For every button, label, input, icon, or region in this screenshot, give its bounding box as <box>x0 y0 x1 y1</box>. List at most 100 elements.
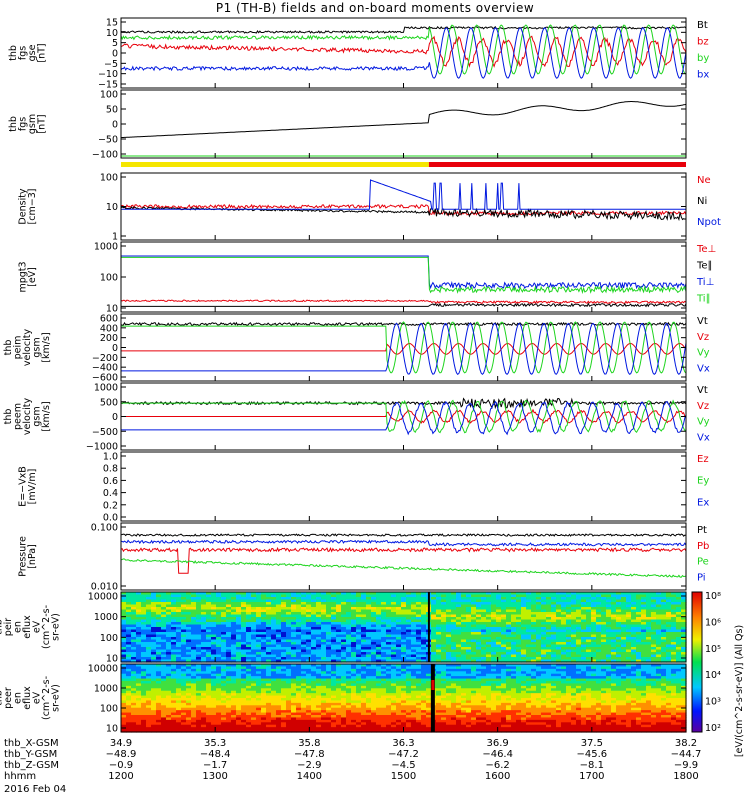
footer-value: −4.5 <box>391 760 416 771</box>
y-axis-label: gsm <box>27 114 38 134</box>
legend-by: by <box>697 53 709 64</box>
y-axis-label: [km/s] <box>41 401 52 431</box>
footer-value: 38.2 <box>674 738 698 749</box>
y-tick-label: 500 <box>100 397 118 408</box>
y-axis-label: (cm^2-s- <box>41 676 52 720</box>
footer-value: −46.4 <box>482 749 513 760</box>
y-axis-label: en <box>13 621 24 633</box>
series-line-by <box>120 24 687 75</box>
y-tick-label: 600 <box>100 314 118 325</box>
panel-peir: 10000 1000 100 10 thbpeirenefluxeV(cm^2-s-sr… <box>0 591 687 665</box>
legend-Ni: Ni <box>697 196 707 207</box>
y-axis-label: Pressure <box>17 536 28 577</box>
y-axis-label: thb <box>8 116 19 132</box>
footer-row-label: thb_Y-GSM <box>4 749 58 760</box>
y-axis-label: sr-eV) <box>51 613 62 641</box>
legend-Vt: Vt <box>697 385 708 396</box>
colorbar-tick-label: 10³ <box>705 697 721 708</box>
y-tick-label: 10 <box>106 28 118 39</box>
y-axis-label: [nPa] <box>27 544 38 569</box>
panel-efield: 1.00.80.60.40.2 0.0 E=−VxB[mV/m] Ez Ey Ex <box>17 451 709 524</box>
y-tick-label: 200 <box>100 333 118 344</box>
legend-Vz: Vz <box>697 401 709 412</box>
y-axis-label: [km/s] <box>41 332 52 362</box>
colorbar <box>691 591 703 733</box>
panel-peer: 10000 1000 100 10 thbpeerenefluxeV(cm^2-s-sr… <box>0 663 687 735</box>
y-axis-label: peir <box>3 618 14 637</box>
y-tick-label: 1000 <box>94 383 118 394</box>
y-axis-label: eV <box>32 691 43 704</box>
y-tick-label: 100 <box>100 273 118 284</box>
legend-bz: bz <box>697 37 709 48</box>
y-tick-label: 0 <box>112 120 118 131</box>
colorbar-tick-label: 10⁴ <box>705 670 721 681</box>
legend-Pb: Pb <box>697 541 709 552</box>
y-axis-label: gsm <box>32 337 43 357</box>
legend-Pt: Pt <box>697 525 707 536</box>
peir-spectrogram <box>121 592 687 663</box>
series-line-Pt <box>120 533 687 537</box>
legend-Ti⊥: Ti⊥ <box>696 277 714 288</box>
y-tick-label: 15 <box>106 18 118 29</box>
y-axis-label: mpgt3 <box>17 261 28 292</box>
footer-row-label: thb_Z-GSM <box>4 760 59 771</box>
footer-row-label: hhmm <box>4 771 37 782</box>
series-line-peim-Vt <box>120 321 687 327</box>
y-tick-label: −50 <box>98 135 118 146</box>
y-tick-label: 10000 <box>88 592 118 603</box>
y-tick-label: 0.0 <box>103 513 118 524</box>
y-axis-label: [cm−3] <box>27 189 38 225</box>
footer-value: 36.9 <box>486 738 509 749</box>
series-line-bx <box>120 27 687 79</box>
y-axis-label: thb <box>0 690 5 706</box>
y-tick-label: −5 <box>104 59 118 70</box>
colorbar-tick-label: 10⁶ <box>705 617 721 628</box>
y-axis-label: fgs <box>17 117 28 131</box>
y-tick-label: 0.4 <box>103 488 118 499</box>
y-axis-label: [nT] <box>36 43 47 62</box>
footer-value: 35.3 <box>204 738 227 749</box>
y-axis-label: [mV/m] <box>27 469 38 505</box>
colorbar-label: [eV/(cm^2-s-sr-eV)] (All Qs) <box>734 625 745 757</box>
legend-Te∥: Te∥ <box>696 261 713 272</box>
y-tick-label: 1000 <box>94 612 118 623</box>
footer-value: −6.2 <box>485 760 510 771</box>
y-axis-label: thb <box>3 340 14 356</box>
colorbar-tick-label: 10² <box>705 723 721 734</box>
colorbar-tick-label: 10⁸ <box>705 591 721 602</box>
date-label: 2016 Feb 04 <box>4 784 67 795</box>
legend-Npot: Npot <box>697 217 721 228</box>
legend-Te⊥: Te⊥ <box>696 244 716 255</box>
y-tick-label: −10 <box>98 69 118 80</box>
legend-Vz: Vz <box>697 332 709 343</box>
y-tick-label: −100 <box>92 150 118 161</box>
legend-Pe: Pe <box>697 557 709 568</box>
y-tick-label: −400 <box>92 363 118 374</box>
region-bar-yellow <box>121 162 429 167</box>
y-tick-label: 1000 <box>94 684 118 695</box>
footer-value: 1700 <box>579 771 605 782</box>
footer-value: −8.1 <box>579 760 604 771</box>
footer-value: 1400 <box>296 771 323 782</box>
y-tick-label: 1.0 <box>103 452 118 463</box>
y-axis-label: en <box>13 692 24 704</box>
y-axis-label: (cm^2-s- <box>41 605 52 649</box>
legend-Vx: Vx <box>697 363 710 374</box>
y-tick-label: 0.100 <box>91 523 118 534</box>
footer-value: −44.7 <box>670 749 702 760</box>
series-line-Te-perp <box>120 299 687 305</box>
y-axis-label: Density <box>17 188 28 224</box>
y-tick-label: −500 <box>92 427 118 438</box>
series-line-Te-par <box>121 302 687 308</box>
legend-Vy: Vy <box>697 417 710 428</box>
y-axis-label: thb <box>0 619 5 635</box>
footer-value: 34.9 <box>109 738 133 749</box>
panel-frame <box>120 522 687 591</box>
y-axis-label: peem <box>13 403 24 430</box>
y-tick-label: 100 <box>100 173 118 184</box>
legend-Bt: Bt <box>697 20 708 31</box>
y-tick-label: 0 <box>112 49 118 60</box>
chart-title: P1 (TH-B) fields and on-board moments ov… <box>215 1 535 15</box>
panel-peem: 1000 500 0 −500 −1000 thbpeemvelocitygsm[km/s… <box>3 382 710 453</box>
y-tick-label: 10 <box>106 304 118 315</box>
